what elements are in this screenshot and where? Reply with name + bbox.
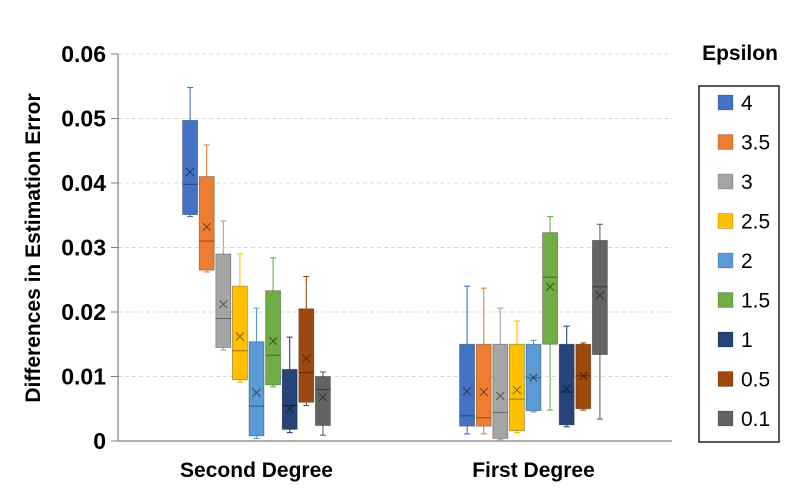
legend: 4 3.5 3 2.5 2 1.5 1 0.5 0.1 (717, 92, 770, 431)
legend-swatch (717, 292, 734, 308)
x-category-label: First Degree (472, 459, 595, 482)
mean-marker (252, 388, 261, 397)
legend-box (698, 85, 780, 443)
legend-swatch (717, 173, 734, 190)
legend-swatch (717, 371, 734, 387)
legend-swatch (717, 213, 734, 229)
box-0.1-first-degree (592, 223, 608, 420)
mean-marker (512, 385, 522, 395)
legend-title: Epsilon (702, 42, 778, 65)
legend-swatch (717, 134, 734, 150)
box-body (215, 253, 232, 348)
box-0.5-first-degree (575, 342, 592, 411)
mean-marker (301, 354, 311, 363)
mean-marker (202, 222, 212, 232)
legend-label: 2 (741, 250, 753, 273)
box-2-second-degree (248, 307, 265, 439)
box-body (475, 343, 492, 427)
box-1-first-degree (558, 325, 575, 428)
legend-swatch (717, 94, 734, 111)
mean-marker (268, 336, 278, 346)
x-category-label: Second Degree (180, 459, 333, 482)
box-body (231, 285, 248, 381)
mean-marker (595, 290, 605, 300)
mean-marker (285, 404, 295, 414)
y-axis-label: Differences in Estimation Error (22, 93, 45, 402)
box-4-first-degree (459, 285, 476, 435)
box-body (492, 343, 509, 439)
legend-label: 4 (741, 92, 753, 115)
legend-label: 0.1 (741, 408, 770, 431)
y-tick-label: 0.03 (61, 235, 106, 261)
box-body (592, 240, 608, 355)
legend-label: 3 (741, 171, 753, 194)
box-4-second-degree (182, 86, 199, 218)
box-body (298, 308, 315, 403)
box-0.1-second-degree (314, 371, 331, 436)
box-body (265, 290, 282, 386)
box-body (182, 120, 199, 216)
box-2-first-degree (525, 339, 542, 413)
mean-marker (318, 392, 328, 402)
mean-marker (545, 282, 555, 292)
mean-marker (529, 373, 538, 383)
box-2.5-first-degree (508, 320, 525, 434)
box-3-first-degree (492, 307, 509, 441)
box-3-second-degree (215, 220, 232, 351)
y-tick-label: 0.06 (61, 41, 106, 67)
box-body (542, 232, 558, 345)
mean-marker (562, 384, 572, 394)
box-body (508, 343, 525, 432)
mean-marker (495, 391, 505, 401)
box-body (459, 343, 476, 427)
axes: 0 0.01 0.02 0.03 0.04 0.05 0.06 Second Degree Fi… (61, 41, 672, 482)
legend-label: 3.5 (741, 132, 770, 155)
box-body (314, 376, 331, 426)
legend-swatch (717, 410, 734, 427)
box-body (558, 343, 575, 426)
box-body (198, 176, 215, 271)
box-0.5-second-degree (298, 275, 315, 407)
y-tick-label: 0.02 (61, 299, 106, 325)
boxes (182, 86, 608, 441)
y-tick-label: 0.04 (61, 170, 106, 196)
box-1.5-second-degree (265, 257, 282, 388)
box-body (248, 341, 265, 437)
box-1.5-first-degree (542, 215, 558, 411)
box-2.5-second-degree (231, 253, 248, 383)
mean-marker (235, 332, 245, 341)
legend-swatch (717, 252, 734, 269)
y-tick-label: 0.05 (61, 106, 106, 132)
legend-label: 2.5 (741, 211, 770, 234)
box-3.5-second-degree (198, 144, 215, 273)
box-body (281, 369, 298, 430)
legend-label: 1 (741, 329, 753, 352)
box-3.5-first-degree (475, 287, 492, 435)
mean-marker (479, 387, 489, 397)
mean-marker (462, 386, 472, 396)
y-tick-label: 0 (93, 428, 106, 454)
legend-label: 1.5 (741, 290, 770, 313)
box-1-second-degree (281, 336, 298, 434)
legend-label: 0.5 (741, 369, 770, 392)
legend-swatch (717, 331, 734, 348)
mean-marker (185, 167, 195, 177)
y-tick-label: 0.01 (61, 364, 106, 390)
mean-marker (218, 299, 228, 309)
mean-marker (578, 371, 588, 381)
